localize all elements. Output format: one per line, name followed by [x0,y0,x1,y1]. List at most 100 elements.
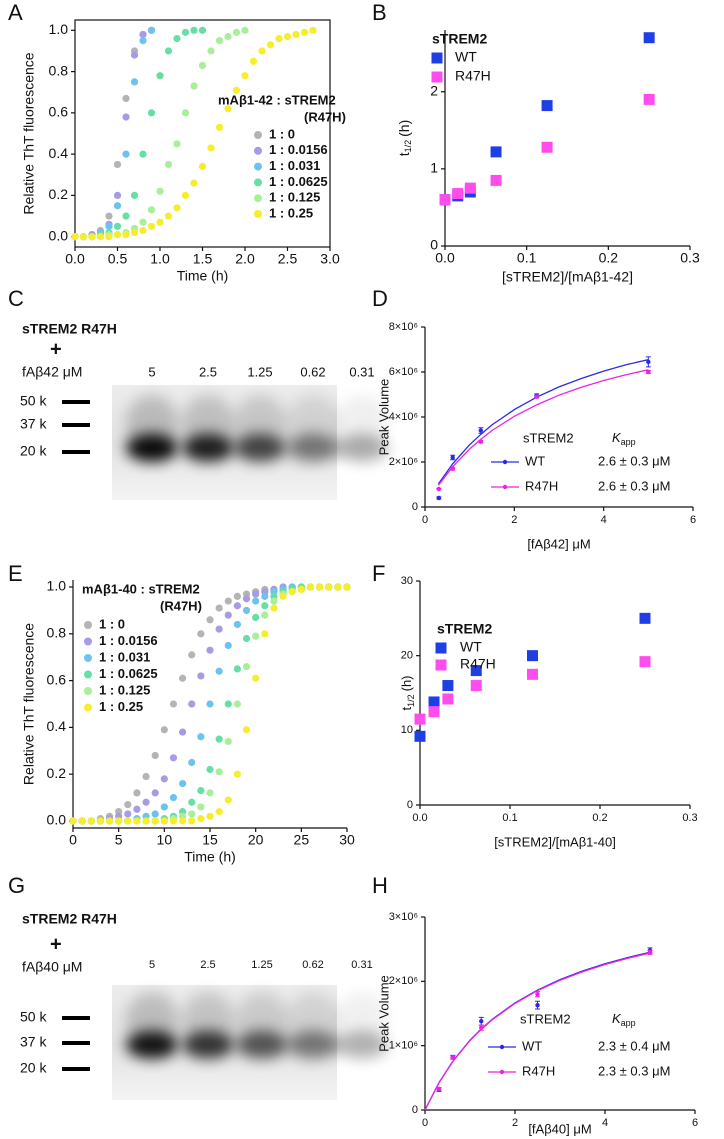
data-point [233,620,241,629]
data-point [88,233,96,241]
data-point [275,34,283,43]
data-point [142,772,150,781]
data-point [252,674,260,682]
lane-label: 0.62 [302,959,323,971]
y-tick-label: 1.0 [47,578,67,594]
legend-kapp: 2.6 ± 0.3 μM [598,453,670,468]
y-tick-label: 0 [407,799,413,811]
panel-letter: D [372,286,388,311]
data-point [197,803,205,811]
data-point [147,222,156,230]
mw-marker-label: 37 k [20,1034,47,1050]
x-tick-label: 0.1 [517,250,537,266]
data-point [470,665,482,677]
data-point [133,817,141,825]
lane-label: 2.5 [199,364,217,379]
data-point [87,817,95,825]
x-tick-label: 10 [157,832,173,848]
data-point [464,182,476,194]
data-point [115,817,123,825]
y-tick-label: 8×10⁶ [389,321,418,333]
panel-letter: A [8,0,23,25]
data-point [179,674,187,682]
x-tick-label: 2.0 [235,251,255,267]
y-label-main: t [399,707,414,711]
data-point [179,817,187,825]
x-tick-label: 1.0 [150,251,170,267]
data-point [233,602,241,610]
legend-marker [435,642,447,654]
data-point [190,26,198,34]
data-point [139,30,147,39]
data-point [224,32,232,41]
legend-marker [84,654,92,662]
y-tick-label: 0 [412,501,418,513]
kapp-subscript: app [621,1018,636,1028]
x-tick-label: 30 [339,832,355,848]
gel-band [287,1031,339,1059]
legend-header: Kapp [612,1011,636,1028]
data-point [306,583,315,591]
data-point [450,455,455,460]
data-point [142,798,150,806]
y-tick-label: 0.4 [47,718,67,734]
data-point [206,616,214,624]
legend-label: 1 : 0.125 [99,682,150,697]
data-point [124,801,132,809]
data-point [147,26,156,34]
y-axis-label: Relative ThT fluorescence [21,623,37,785]
gel-band [234,434,286,462]
legend-title: (R47H) [304,109,346,124]
legend-marker [431,71,443,83]
data-point [122,212,130,220]
data-point [261,630,269,638]
fit-curve [437,358,649,485]
legend-label: 1 : 0.0625 [269,174,328,189]
y-axis-label: Peak Volume [376,975,391,1052]
x-tick-label: 0.0 [435,250,455,266]
data-point [261,592,269,600]
y-label-main: t [396,152,412,156]
data-point [224,611,232,619]
data-point [207,47,215,55]
panel-letter: F [372,561,385,586]
data-point [173,204,181,212]
data-point [283,32,292,41]
x-tick-label: 0.0 [65,251,85,267]
x-tick-label: 25 [294,832,310,848]
data-point [156,187,164,195]
legend-label: 1 : 0.0156 [99,633,158,648]
legend-marker [254,210,262,218]
data-point [215,735,223,743]
mw-marker-label: 20 k [20,1060,47,1076]
data-point [279,592,287,600]
data-point [541,141,553,153]
data-point [215,37,224,45]
x-tick-label: 0 [422,1117,428,1129]
mw-marker-label: 50 k [20,393,47,409]
lane-label: 0.31 [349,364,374,379]
x-tick-label: 0.2 [592,812,607,824]
legend-label: WT [455,49,477,65]
legend-marker [254,131,262,139]
legend-label: 1 : 0 [99,616,125,631]
data-point [215,604,223,612]
gel-band [287,434,339,462]
y-tick-label: 1×10⁶ [389,1040,418,1052]
data-point [252,613,260,622]
data-point [133,789,141,797]
data-point [215,808,223,816]
x-tick-label: 0.3 [682,812,697,824]
legend-marker [254,178,262,187]
legend-label: 1 : 0.0625 [99,666,158,681]
data-point [113,231,122,239]
lane-label: 5 [149,959,155,971]
gel-band [126,1031,178,1059]
legend-title: sTREM2 [432,31,487,47]
y-tick-label: 20 [401,650,413,662]
y-tick-label: 3×10⁶ [389,911,418,923]
data-point [479,1025,484,1030]
y-tick-label: 0.2 [49,186,69,202]
data-point [470,680,482,692]
